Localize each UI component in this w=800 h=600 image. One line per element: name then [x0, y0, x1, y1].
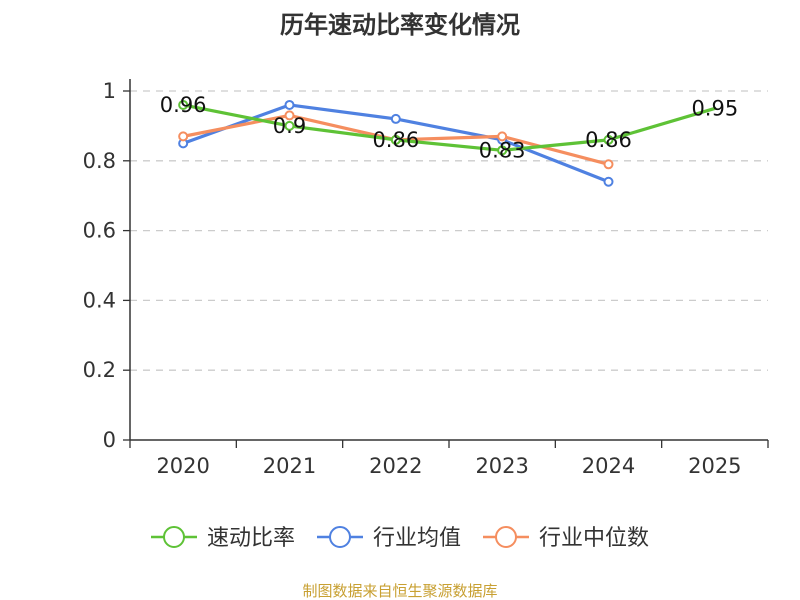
series-0-point-2023: [497, 145, 508, 156]
series-0-point-2022: [390, 134, 401, 145]
source-note: 制图数据来自恒生聚源数据库: [302, 582, 497, 600]
x-tick-label-2022: 2022: [369, 454, 422, 478]
series-1-point-2021: [284, 99, 295, 110]
series-0-point-2021: [284, 120, 295, 131]
series-1-point-2024: [603, 176, 614, 187]
series-0-point-2020: [178, 99, 189, 110]
y-tick-label: 1: [103, 79, 116, 103]
series-2-point-2021: [284, 110, 295, 121]
series-2-point-2024: [603, 159, 614, 170]
y-tick-label: 0.6: [83, 219, 116, 243]
data-label-2025: 0.95: [691, 96, 738, 120]
data-label-2022: 0.86: [372, 128, 419, 152]
legend-label-1: 行业均值: [373, 526, 461, 551]
legend-label-0: 速动比率: [207, 526, 295, 551]
legend-marker-2: [495, 526, 517, 548]
y-tick-label: 0.2: [83, 358, 116, 382]
series-0-point-2024: [603, 134, 614, 145]
y-tick-label: 0: [103, 428, 116, 452]
series-2-point-2023: [497, 131, 508, 142]
legend: 速动比率 行业均值 行业中位数: [151, 526, 649, 551]
x-tick-label-2021: 2021: [263, 454, 316, 478]
x-tick-label-2020: 2020: [156, 454, 209, 478]
data-labels: 0.96 0.9 0.86 0.83 0.86 0.95: [160, 93, 738, 162]
x-tick-label-2024: 2024: [582, 454, 635, 478]
axes: 0 0.2 0.4 0.6 0.8 1 2020 2021 2022 2023 2024 2025: [83, 79, 769, 478]
legend-marker-1: [329, 526, 351, 548]
legend-label-2: 行业中位数: [539, 526, 649, 551]
data-label-2023: 0.83: [479, 138, 526, 162]
gridlines: [130, 90, 768, 371]
x-tick-label-2025: 2025: [688, 454, 741, 478]
series-line-0: [181, 103, 717, 152]
data-label-2024: 0.86: [585, 128, 632, 152]
series-1-point-2022: [390, 113, 401, 124]
series-2-point-2020: [178, 131, 189, 142]
x-tick-label-2023: 2023: [475, 454, 528, 478]
data-label-2020: 0.96: [160, 93, 207, 117]
y-tick-label: 0.4: [83, 288, 116, 312]
chart-title: 历年速动比率变化情况: [280, 11, 520, 39]
y-tick-label: 0.8: [83, 149, 116, 173]
legend-marker-0: [163, 526, 185, 548]
data-label-2021: 0.9: [273, 114, 306, 138]
series-lines: [178, 99, 717, 187]
